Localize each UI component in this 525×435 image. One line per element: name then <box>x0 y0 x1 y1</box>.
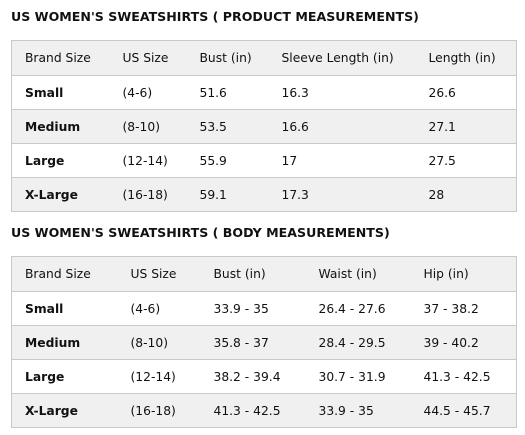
us-size-cell: (12-14) <box>117 359 201 394</box>
header-sleeve-length: Sleeve Length (in) <box>268 40 416 76</box>
us-size-cell: (16-18) <box>117 393 201 428</box>
us-size-cell: (4-6) <box>117 291 201 326</box>
us-size-cell: (8-10) <box>109 109 187 144</box>
sleeve-length-cell: 16.3 <box>268 75 416 110</box>
body-measurements-table: Brand Size US Size Bust (in) Waist (in) … <box>11 256 517 428</box>
table-row: X-Large (16-18) 41.3 - 42.5 33.9 - 35 44… <box>11 393 517 428</box>
brand-size-cell: X-Large <box>11 393 118 428</box>
brand-size-cell: Small <box>11 75 110 110</box>
waist-cell: 33.9 - 35 <box>305 393 411 428</box>
length-cell: 28 <box>415 177 517 212</box>
header-us-size: US Size <box>109 40 187 76</box>
table-row: Small (4-6) 51.6 16.3 26.6 <box>11 75 517 110</box>
header-hip: Hip (in) <box>410 256 517 292</box>
bust-cell: 35.8 - 37 <box>200 325 306 360</box>
length-cell: 27.5 <box>415 143 517 178</box>
brand-size-cell: Small <box>11 291 118 326</box>
hip-cell: 41.3 - 42.5 <box>410 359 517 394</box>
brand-size-cell: Large <box>11 359 118 394</box>
table-row: Medium (8-10) 53.5 16.6 27.1 <box>11 109 517 144</box>
bust-cell: 59.1 <box>186 177 269 212</box>
body-measurements-title: US WOMEN'S SWEATSHIRTS ( BODY MEASUREMEN… <box>11 225 390 240</box>
table-row: Large (12-14) 38.2 - 39.4 30.7 - 31.9 41… <box>11 359 517 394</box>
waist-cell: 30.7 - 31.9 <box>305 359 411 394</box>
sleeve-length-cell: 16.6 <box>268 109 416 144</box>
bust-cell: 55.9 <box>186 143 269 178</box>
brand-size-cell: X-Large <box>11 177 110 212</box>
waist-cell: 28.4 - 29.5 <box>305 325 411 360</box>
product-measurements-title: US WOMEN'S SWEATSHIRTS ( PRODUCT MEASURE… <box>11 9 419 24</box>
us-size-cell: (8-10) <box>117 325 201 360</box>
header-bust: Bust (in) <box>200 256 306 292</box>
header-brand-size: Brand Size <box>11 256 118 292</box>
header-length: Length (in) <box>415 40 517 76</box>
us-size-cell: (12-14) <box>109 143 187 178</box>
product-measurements-table: Brand Size US Size Bust (in) Sleeve Leng… <box>11 40 517 212</box>
us-size-cell: (16-18) <box>109 177 187 212</box>
hip-cell: 39 - 40.2 <box>410 325 517 360</box>
header-bust: Bust (in) <box>186 40 269 76</box>
length-cell: 26.6 <box>415 75 517 110</box>
sleeve-length-cell: 17.3 <box>268 177 416 212</box>
bust-cell: 38.2 - 39.4 <box>200 359 306 394</box>
bust-cell: 33.9 - 35 <box>200 291 306 326</box>
table-row: Small (4-6) 33.9 - 35 26.4 - 27.6 37 - 3… <box>11 291 517 326</box>
table-header-row: Brand Size US Size Bust (in) Sleeve Leng… <box>11 40 517 76</box>
brand-size-cell: Medium <box>11 109 110 144</box>
waist-cell: 26.4 - 27.6 <box>305 291 411 326</box>
bust-cell: 51.6 <box>186 75 269 110</box>
header-us-size: US Size <box>117 256 201 292</box>
bust-cell: 41.3 - 42.5 <box>200 393 306 428</box>
header-waist: Waist (in) <box>305 256 411 292</box>
table-header-row: Brand Size US Size Bust (in) Waist (in) … <box>11 256 517 292</box>
hip-cell: 44.5 - 45.7 <box>410 393 517 428</box>
hip-cell: 37 - 38.2 <box>410 291 517 326</box>
bust-cell: 53.5 <box>186 109 269 144</box>
brand-size-cell: Medium <box>11 325 118 360</box>
brand-size-cell: Large <box>11 143 110 178</box>
header-brand-size: Brand Size <box>11 40 110 76</box>
length-cell: 27.1 <box>415 109 517 144</box>
table-row: Medium (8-10) 35.8 - 37 28.4 - 29.5 39 -… <box>11 325 517 360</box>
us-size-cell: (4-6) <box>109 75 187 110</box>
table-row: X-Large (16-18) 59.1 17.3 28 <box>11 177 517 212</box>
table-row: Large (12-14) 55.9 17 27.5 <box>11 143 517 178</box>
sleeve-length-cell: 17 <box>268 143 416 178</box>
